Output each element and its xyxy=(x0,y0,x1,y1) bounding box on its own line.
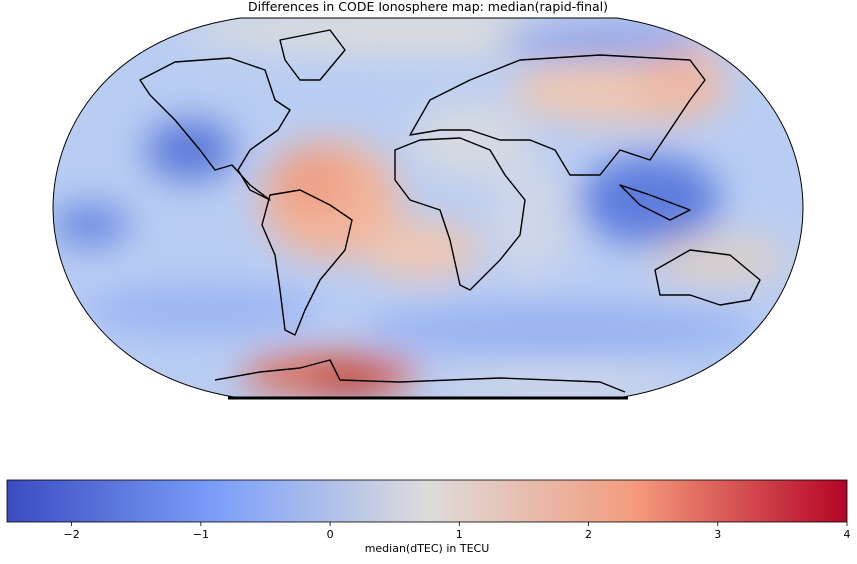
tec-field xyxy=(53,18,790,398)
tec-map xyxy=(53,18,803,398)
colorbar-tick-label: −1 xyxy=(193,528,209,541)
colorbar-tick-label: 3 xyxy=(714,528,721,541)
colorbar-tick-label: 4 xyxy=(844,528,851,541)
colorbar-label: median(dTEC) in TECU xyxy=(365,542,490,555)
coastlines xyxy=(139,29,761,393)
map-title: Differences in CODE Ionosphere map: medi… xyxy=(248,0,608,14)
colorbar-tick-label: 1 xyxy=(456,528,463,541)
colorbar xyxy=(6,479,848,523)
colorbar-tick-label: −2 xyxy=(64,528,80,541)
colorbar-tick-label: 2 xyxy=(585,528,592,541)
colorbar-tick-label: 0 xyxy=(327,528,334,541)
